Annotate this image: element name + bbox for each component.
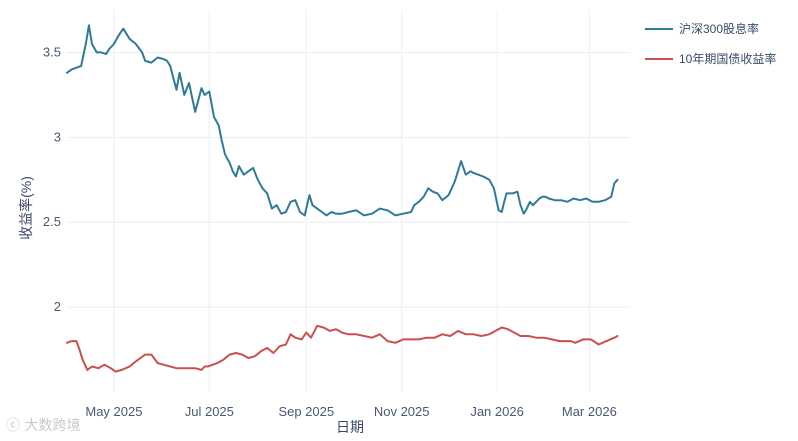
series-line-1 — [66, 324, 619, 373]
y-axis-ticks: 2 2.5 3 3.5 — [43, 44, 61, 314]
legend-item-dividend-yield[interactable]: 沪深300股息率 — [645, 21, 759, 36]
legend[interactable]: 沪深300股息率 10年期国债收益率 — [645, 21, 776, 66]
series-line-0 — [66, 24, 619, 217]
legend-item-bond-yield[interactable]: 10年期国债收益率 — [645, 51, 776, 66]
x-axis-title: 日期 — [336, 419, 364, 435]
x-tick-label: Jul 2025 — [185, 404, 234, 419]
y-tick-label: 3.5 — [43, 44, 61, 59]
watermark: ⓒ 大数跨境 — [6, 418, 81, 434]
x-tick-label: Mar 2026 — [562, 404, 617, 419]
y-tick-label: 3 — [54, 129, 61, 144]
x-tick-label: Nov 2025 — [374, 404, 430, 419]
x-tick-label: Sep 2025 — [278, 404, 334, 419]
x-tick-label: Jan 2026 — [470, 404, 524, 419]
legend-label-dividend-yield: 沪深300股息率 — [679, 21, 759, 36]
legend-label-bond-yield: 10年期国债收益率 — [679, 51, 776, 66]
y-tick-label: 2 — [54, 299, 61, 314]
y-tick-label: 2.5 — [43, 214, 61, 229]
x-axis-ticks: May 2025 Jul 2025 Sep 2025 Nov 2025 Jan 2026… — [85, 404, 616, 419]
x-tick-label: May 2025 — [85, 404, 142, 419]
series-layer — [66, 24, 619, 373]
y-axis-title: 收益率(%) — [18, 176, 34, 240]
